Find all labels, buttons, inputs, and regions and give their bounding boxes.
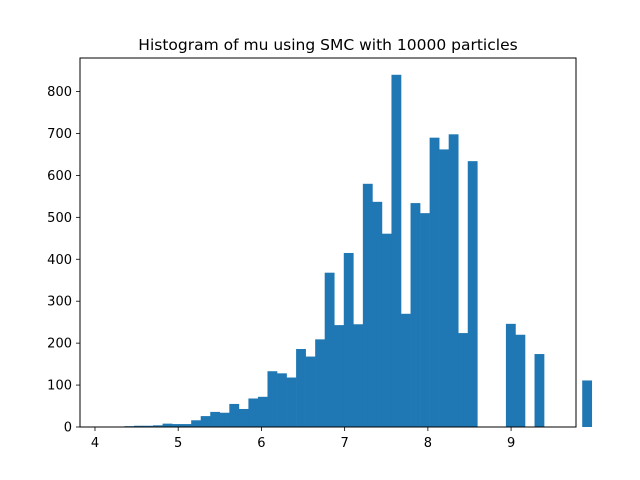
histogram-bar (200, 416, 211, 427)
histogram-bar (439, 149, 449, 427)
histogram-bar (410, 203, 421, 427)
histogram-bar (582, 380, 593, 427)
histogram-bar (162, 423, 173, 427)
histogram-bar (324, 272, 335, 427)
histogram-bar (429, 137, 440, 427)
y-tick-label: 400 (47, 253, 72, 268)
histogram-bar (381, 233, 392, 427)
histogram-bar (181, 424, 192, 427)
histogram-bar (353, 324, 364, 427)
x-tick-label: 9 (507, 436, 515, 451)
y-tick-label: 300 (47, 295, 72, 310)
histogram-bar (505, 323, 516, 427)
x-tick-label: 4 (91, 436, 99, 451)
histogram-bar (277, 373, 287, 427)
y-tick-label: 100 (47, 379, 72, 394)
chart-title: Histogram of mu using SMC with 10000 par… (138, 36, 517, 54)
histogram-bar (372, 201, 383, 427)
histogram-bar (334, 325, 345, 427)
y-tick-label: 200 (47, 337, 72, 352)
bars-group (95, 74, 593, 427)
histogram-bar (257, 396, 268, 427)
histogram-bar (401, 313, 411, 427)
y-tick-label: 500 (47, 211, 72, 226)
y-tick-label: 0 (64, 421, 72, 436)
histogram-bar (286, 377, 297, 427)
histogram-bar (191, 420, 202, 427)
y-tick-label: 700 (47, 127, 72, 142)
axes-frame (79, 57, 577, 428)
histogram-bar (210, 411, 221, 427)
x-tick-label: 6 (257, 436, 265, 451)
histogram-bar (534, 354, 545, 427)
histogram-bar (420, 213, 430, 427)
histogram-bar (315, 339, 326, 427)
histogram-bar (391, 74, 402, 427)
histogram-bar (296, 349, 306, 427)
histogram-bar (448, 134, 459, 427)
histogram-bar (343, 252, 354, 427)
histogram-bar (153, 425, 163, 427)
histogram-bar (219, 412, 230, 427)
histogram-bar (267, 371, 278, 427)
y-axis: 0 100 200 300 400 500 600 700 800 (47, 85, 80, 436)
histogram-bar (305, 356, 316, 427)
x-tick-label: 8 (424, 436, 432, 451)
histogram-bar (143, 425, 154, 427)
histogram-bar (248, 398, 259, 427)
y-tick-label: 800 (47, 85, 72, 100)
histogram-bar (172, 424, 182, 427)
x-tick-label: 5 (174, 436, 182, 451)
histogram-bar (467, 161, 478, 427)
histogram-bar (229, 403, 240, 427)
histogram-bar (515, 334, 526, 427)
histogram-bar (133, 425, 144, 427)
y-tick-label: 600 (47, 169, 72, 184)
histogram-bar (238, 408, 249, 427)
histogram-bar (362, 183, 373, 427)
x-axis: 4 5 6 7 8 9 (91, 427, 515, 451)
histogram-bar (458, 333, 469, 427)
x-tick-label: 7 (341, 436, 349, 451)
